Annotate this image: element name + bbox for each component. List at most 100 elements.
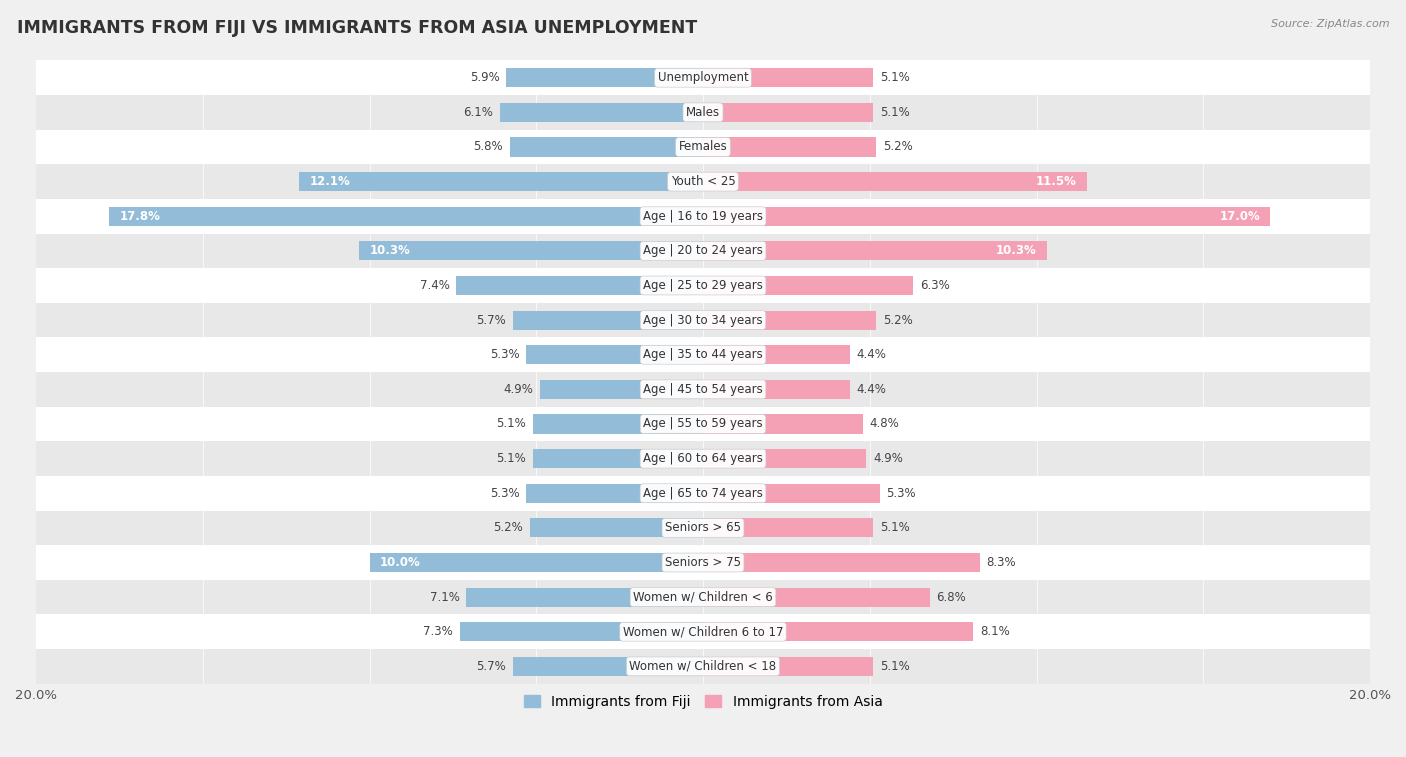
Text: 5.1%: 5.1% [496, 452, 526, 465]
Text: 5.2%: 5.2% [883, 141, 912, 154]
Text: 4.9%: 4.9% [503, 383, 533, 396]
Bar [467, 587, 703, 606]
Text: 10.3%: 10.3% [370, 245, 411, 257]
Text: 5.7%: 5.7% [477, 660, 506, 673]
Bar [703, 622, 973, 641]
Bar [360, 241, 703, 260]
Text: 5.1%: 5.1% [880, 71, 910, 84]
Bar [37, 649, 1369, 684]
Bar [37, 164, 1369, 199]
Text: Women w/ Children < 6: Women w/ Children < 6 [633, 590, 773, 603]
Text: 5.1%: 5.1% [880, 522, 910, 534]
Bar [37, 510, 1369, 545]
Bar [703, 415, 863, 434]
Bar [540, 380, 703, 399]
Bar [460, 622, 703, 641]
Bar [37, 615, 1369, 649]
Bar [703, 172, 1087, 191]
Text: 6.3%: 6.3% [920, 279, 949, 292]
Bar [526, 345, 703, 364]
Text: Age | 55 to 59 years: Age | 55 to 59 years [643, 418, 763, 431]
Bar [530, 519, 703, 537]
Bar [456, 276, 703, 295]
Text: 4.8%: 4.8% [870, 418, 900, 431]
Bar [703, 103, 873, 122]
Text: Age | 16 to 19 years: Age | 16 to 19 years [643, 210, 763, 223]
Text: 11.5%: 11.5% [1036, 175, 1077, 188]
Bar [37, 407, 1369, 441]
Text: 5.3%: 5.3% [886, 487, 917, 500]
Bar [37, 580, 1369, 615]
Bar [37, 129, 1369, 164]
Text: 5.1%: 5.1% [880, 660, 910, 673]
Text: 7.1%: 7.1% [430, 590, 460, 603]
Text: 4.4%: 4.4% [856, 383, 886, 396]
Text: IMMIGRANTS FROM FIJI VS IMMIGRANTS FROM ASIA UNEMPLOYMENT: IMMIGRANTS FROM FIJI VS IMMIGRANTS FROM … [17, 19, 697, 37]
Text: Seniors > 65: Seniors > 65 [665, 522, 741, 534]
Bar [499, 103, 703, 122]
Bar [533, 415, 703, 434]
Legend: Immigrants from Fiji, Immigrants from Asia: Immigrants from Fiji, Immigrants from As… [517, 689, 889, 714]
Text: Age | 25 to 29 years: Age | 25 to 29 years [643, 279, 763, 292]
Bar [37, 268, 1369, 303]
Bar [37, 372, 1369, 407]
Text: Age | 35 to 44 years: Age | 35 to 44 years [643, 348, 763, 361]
Bar [37, 95, 1369, 129]
Text: 10.3%: 10.3% [995, 245, 1036, 257]
Bar [703, 310, 876, 329]
Text: 17.0%: 17.0% [1219, 210, 1260, 223]
Text: Unemployment: Unemployment [658, 71, 748, 84]
Bar [37, 545, 1369, 580]
Bar [703, 519, 873, 537]
Text: 5.8%: 5.8% [474, 141, 503, 154]
Text: 5.2%: 5.2% [883, 313, 912, 326]
Text: 7.4%: 7.4% [419, 279, 450, 292]
Text: Age | 20 to 24 years: Age | 20 to 24 years [643, 245, 763, 257]
Text: 8.1%: 8.1% [980, 625, 1010, 638]
Text: Seniors > 75: Seniors > 75 [665, 556, 741, 569]
Text: 10.0%: 10.0% [380, 556, 420, 569]
Text: 4.9%: 4.9% [873, 452, 903, 465]
Bar [703, 276, 912, 295]
Bar [513, 657, 703, 676]
Bar [110, 207, 703, 226]
Bar [37, 199, 1369, 234]
Bar [37, 338, 1369, 372]
Text: Age | 30 to 34 years: Age | 30 to 34 years [643, 313, 763, 326]
Text: 5.2%: 5.2% [494, 522, 523, 534]
Text: 5.7%: 5.7% [477, 313, 506, 326]
Bar [526, 484, 703, 503]
Text: 7.3%: 7.3% [423, 625, 453, 638]
Text: Women w/ Children 6 to 17: Women w/ Children 6 to 17 [623, 625, 783, 638]
Bar [703, 68, 873, 87]
Text: 4.4%: 4.4% [856, 348, 886, 361]
Bar [37, 234, 1369, 268]
Bar [509, 138, 703, 157]
Text: Source: ZipAtlas.com: Source: ZipAtlas.com [1271, 19, 1389, 29]
Text: 5.9%: 5.9% [470, 71, 499, 84]
Bar [37, 441, 1369, 476]
Bar [703, 207, 1270, 226]
Text: Youth < 25: Youth < 25 [671, 175, 735, 188]
Bar [703, 587, 929, 606]
Text: Women w/ Children < 18: Women w/ Children < 18 [630, 660, 776, 673]
Text: 5.1%: 5.1% [880, 106, 910, 119]
Text: 5.3%: 5.3% [489, 487, 520, 500]
Bar [703, 345, 849, 364]
Bar [703, 449, 866, 468]
Text: 5.3%: 5.3% [489, 348, 520, 361]
Text: 8.3%: 8.3% [987, 556, 1017, 569]
Bar [703, 380, 849, 399]
Bar [533, 449, 703, 468]
Bar [513, 310, 703, 329]
Bar [703, 241, 1046, 260]
Bar [299, 172, 703, 191]
Bar [703, 484, 880, 503]
Text: 6.1%: 6.1% [463, 106, 494, 119]
Text: 17.8%: 17.8% [120, 210, 160, 223]
Text: 5.1%: 5.1% [496, 418, 526, 431]
Bar [37, 476, 1369, 510]
Bar [37, 61, 1369, 95]
Bar [37, 303, 1369, 338]
Bar [506, 68, 703, 87]
